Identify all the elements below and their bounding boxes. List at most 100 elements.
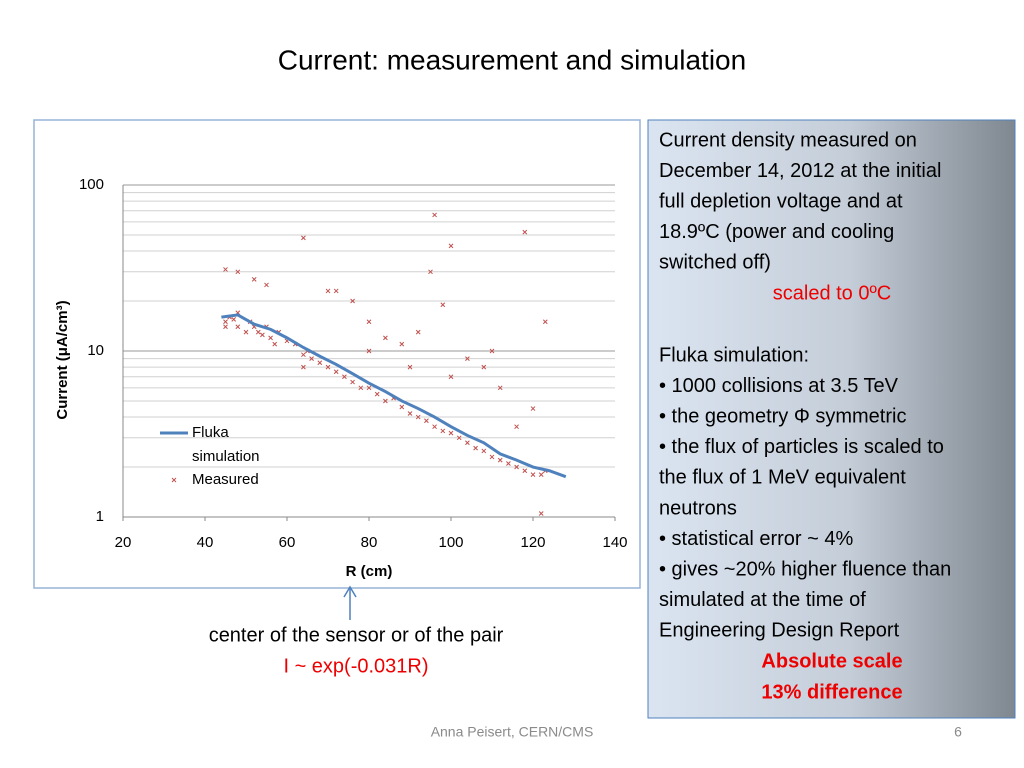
data-point: [497, 457, 503, 463]
note-line: • 1000 collisions at 3.5 TeV: [659, 375, 899, 397]
x-tick-label: 60: [279, 534, 296, 551]
note-line: • statistical error ~ 4%: [659, 528, 854, 550]
note-line: • gives ~20% higher fluence than: [659, 558, 951, 580]
data-point: [448, 374, 454, 380]
data-point: [448, 243, 454, 249]
data-point: [522, 229, 528, 235]
y-tick-label: 10: [87, 342, 104, 359]
data-point: [325, 288, 331, 294]
x-tick-label: 140: [602, 534, 627, 551]
data-point: [432, 424, 437, 430]
data-point: [530, 472, 536, 477]
data-point: [255, 329, 261, 335]
legend-marker: [171, 477, 177, 483]
data-point: [465, 356, 470, 361]
data-point: [366, 348, 372, 354]
data-point: [366, 385, 372, 391]
data-point: [514, 464, 519, 470]
data-point: [522, 468, 528, 474]
plot: 1 10 100 20 40 60 80 100 120 140: [79, 176, 628, 551]
arrow-head: [343, 585, 357, 598]
chart-frame: [33, 119, 641, 589]
note-line: Engineering Design Report: [659, 620, 900, 642]
data-point: [473, 445, 478, 451]
data-point: [268, 335, 273, 341]
data-point: [301, 352, 306, 358]
legend-label: Fluka simulation: [192, 424, 260, 465]
data-point: [542, 319, 548, 325]
note-line: • the geometry Φ symmetric: [659, 405, 906, 427]
y-axis-label: Current (μA/cm³): [54, 300, 71, 419]
note-line: • the flux of particles is scaled to: [659, 436, 944, 458]
note-box: [647, 119, 1016, 719]
data-point: [538, 511, 544, 516]
data-point: [301, 235, 306, 241]
note-line: Fluka simulation:: [659, 344, 809, 366]
data-point: [415, 329, 421, 335]
data-point: [407, 411, 413, 416]
note-line: scaled to 0ºC: [773, 282, 891, 304]
data-point: [301, 364, 306, 370]
legend-label: Measured: [192, 471, 259, 488]
y-tick-label: 100: [79, 176, 104, 193]
data-point: [432, 212, 437, 218]
note-line: switched off): [659, 252, 771, 274]
data-point: [223, 324, 228, 330]
footer-author: Anna Peisert, CERN/CMS: [431, 724, 594, 740]
data-point: [243, 329, 249, 335]
data-point: [333, 369, 339, 375]
x-tick-label: 80: [361, 534, 378, 551]
data-point: [223, 319, 228, 325]
note-line: simulated at the time of: [659, 589, 866, 611]
data-point: [317, 360, 323, 366]
note-line: Absolute scale: [761, 650, 902, 672]
data-point: [235, 324, 241, 330]
data-point: [350, 379, 355, 385]
data-point: [489, 348, 495, 354]
note-line: the flux of 1 MeV equivalent: [659, 467, 906, 489]
data-point: [342, 374, 347, 380]
data-point: [399, 404, 405, 410]
data-point: [309, 356, 314, 361]
data-point: [456, 435, 462, 441]
data-point: [333, 288, 339, 294]
data-point: [264, 282, 269, 288]
data-point: [489, 454, 495, 460]
sim-line: [221, 313, 567, 479]
data-point: [272, 341, 278, 347]
note-line: 13% difference: [761, 681, 902, 703]
data-point: [366, 319, 372, 325]
data-point: [538, 472, 544, 477]
data-point: [481, 448, 487, 454]
slide-title: Current: measurement and simulation: [278, 44, 746, 75]
data-point: [260, 332, 265, 338]
data-point: [374, 391, 380, 397]
data-point: [383, 398, 388, 404]
data-point: [350, 298, 355, 304]
data-point: [497, 385, 503, 391]
note-line: December 14, 2012 at the initial: [659, 160, 941, 182]
x-tick-label: 40: [197, 534, 214, 551]
x-tick-label: 100: [438, 534, 463, 551]
note-line: 18.9ºC (power and cooling: [659, 221, 894, 243]
note-line: Current density measured on: [659, 129, 917, 151]
data-point: [415, 414, 421, 420]
data-point: [251, 277, 257, 282]
data-point: [514, 424, 519, 430]
x-tick-label: 120: [520, 534, 545, 551]
y-tick-label: 1: [96, 508, 104, 525]
data-point: [407, 364, 413, 370]
data-point: [424, 418, 429, 424]
data-point: [223, 267, 228, 272]
formula: I ~ exp(-0.031R): [283, 655, 428, 677]
data-point: [235, 269, 241, 275]
data-point: [506, 461, 511, 466]
data-point: [231, 317, 237, 322]
data-point: [440, 428, 446, 434]
note: Current density measured on December 14, …: [659, 129, 951, 703]
data-point: [530, 406, 536, 411]
data-point: [428, 269, 433, 275]
data-point: [440, 302, 446, 308]
